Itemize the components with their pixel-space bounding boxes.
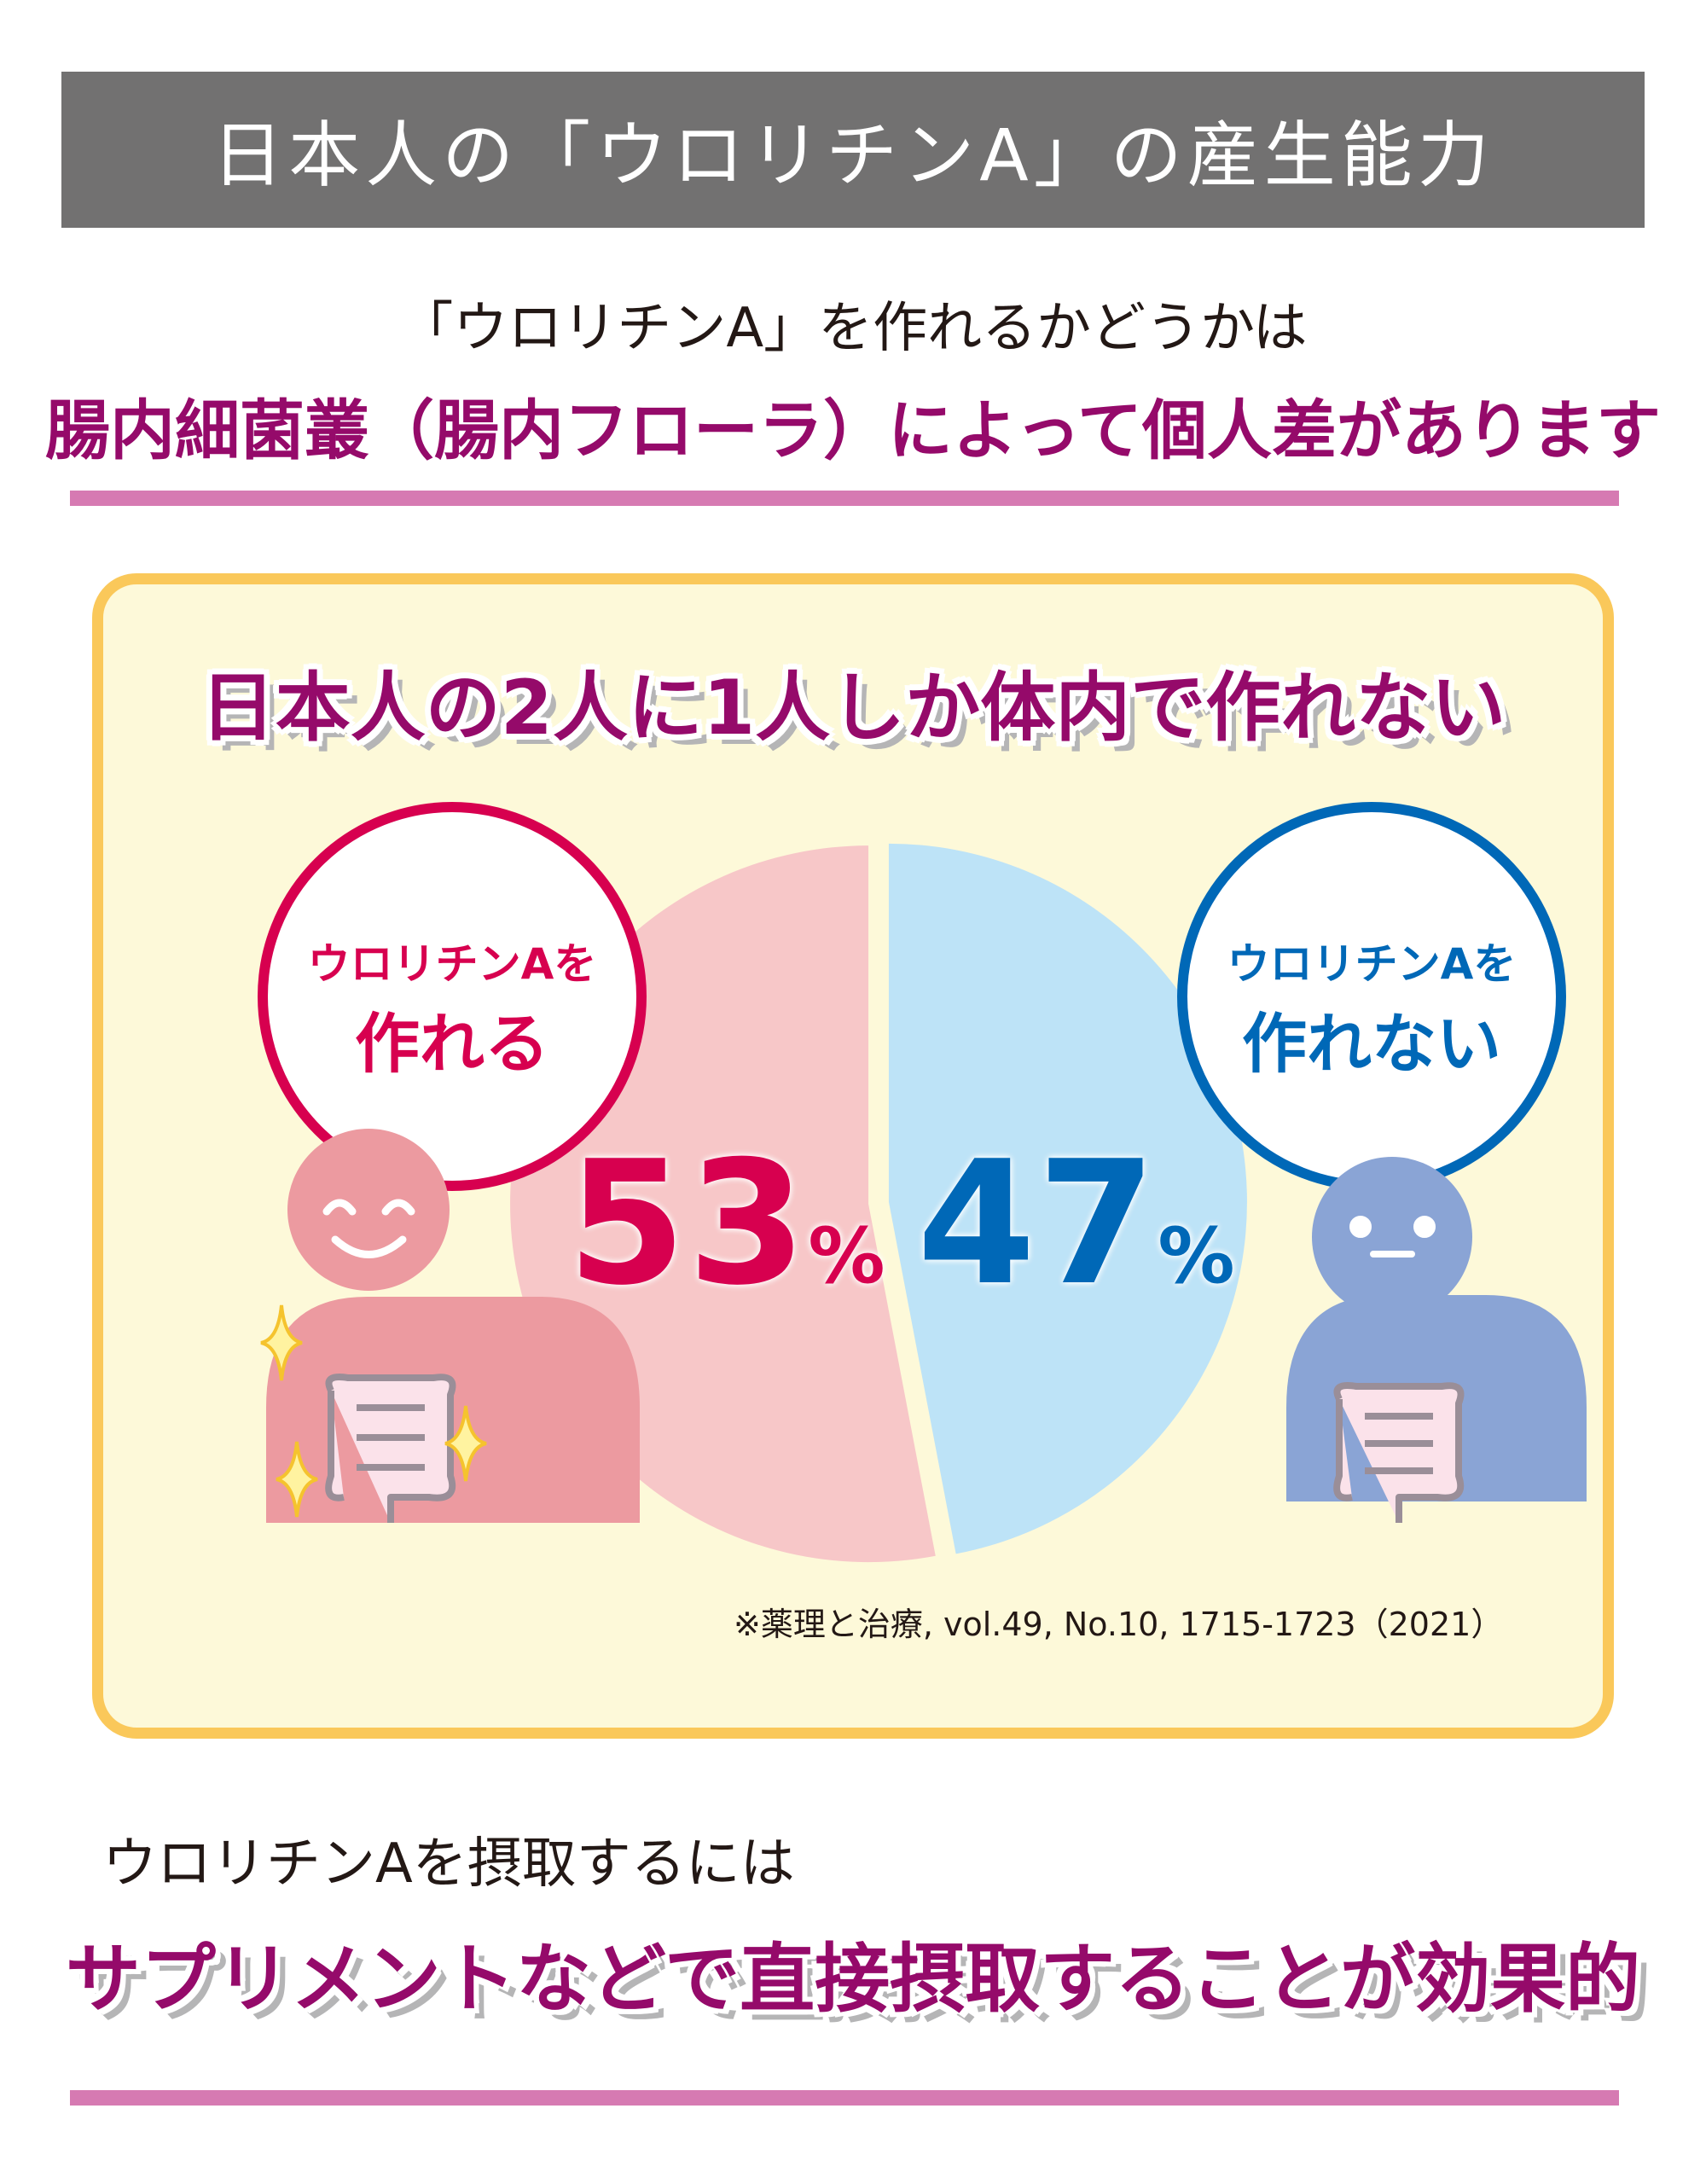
page-title: 日本人の「ウロリチンA」の産生能力 — [212, 113, 1494, 197]
non-producer-label-line2: 作れない — [1242, 1006, 1501, 1082]
neutral-face-icon — [1349, 1216, 1436, 1258]
sparkle-icon — [260, 1304, 487, 1518]
producer-head — [287, 1129, 450, 1291]
intestine-icon — [325, 1374, 456, 1523]
title-bar: 日本人の「ウロリチンA」の産生能力 — [61, 72, 1645, 228]
intro-headline: 腸内細菌叢（腸内フローラ）によって個人差があります — [45, 392, 1661, 468]
intestine-icon — [1333, 1382, 1465, 1523]
producer-speech-bubble — [258, 802, 647, 1191]
non-producer-label-line1: ウロリチンAを — [1227, 939, 1517, 989]
smile-face-icon — [322, 1199, 415, 1258]
data-label-producers: 53% — [567, 1130, 885, 1318]
producer-label-line1: ウロリチンAを — [307, 939, 597, 989]
pie-slice-non-producers — [888, 843, 1247, 1554]
footer-headline: サプリメントなどで直接摂取することが効果的 — [65, 1935, 1641, 2023]
data-label-producers-value: 53 — [567, 1124, 809, 1323]
non-producer-head — [1312, 1157, 1472, 1317]
producer-label-line2: 作れる — [355, 1006, 549, 1082]
non-producer-speech-bubble — [1177, 802, 1566, 1191]
footer-underline — [70, 2090, 1619, 2106]
data-label-non-producers: 47% — [917, 1130, 1235, 1318]
producer-figure — [258, 802, 647, 1523]
intro-text: 「ウロリチンA」を作れるかどうかは — [398, 297, 1308, 360]
source-note: ※薬理と治療, vol.49, No.10, 1715-1723（2021） — [734, 1606, 1504, 1643]
footer-lead: ウロリチンAを摂取するには — [102, 1833, 795, 1896]
data-label-non-producers-unit: % — [1158, 1211, 1235, 1301]
non-producer-figure — [1177, 802, 1587, 1523]
intro-underline — [70, 491, 1619, 506]
panel-heading: 日本人の2人に1人しか体内で作れない — [200, 664, 1506, 752]
data-label-producers-unit: % — [808, 1211, 885, 1301]
data-label-non-producers-value: 47 — [917, 1124, 1158, 1323]
